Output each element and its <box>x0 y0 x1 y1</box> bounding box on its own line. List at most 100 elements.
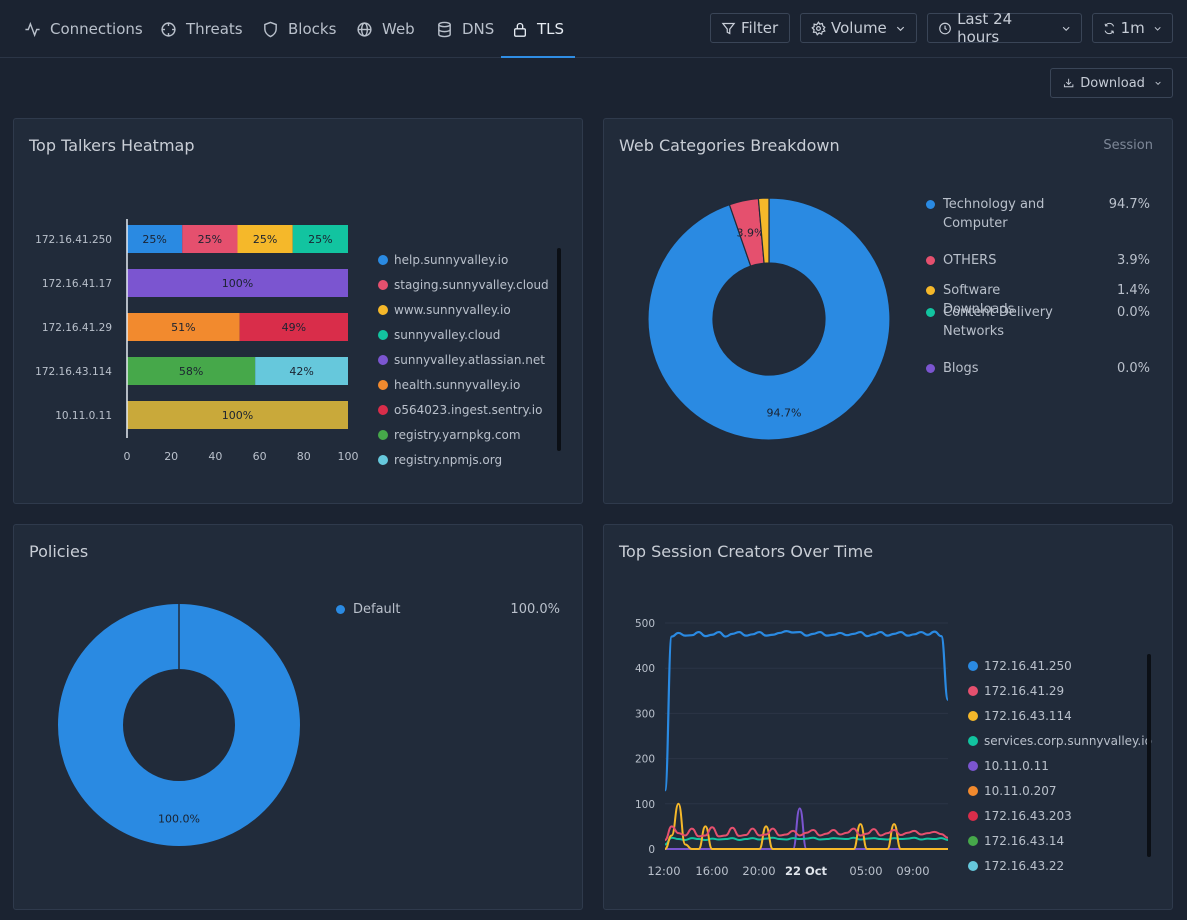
time-range-dropdown[interactable]: Last 24 hours <box>927 10 1082 46</box>
x-tick-label: 40 <box>208 450 222 463</box>
crosshair-icon <box>161 21 176 37</box>
legend-item[interactable]: help.sunnyvalley.io <box>378 253 508 267</box>
tab-label: Connections <box>50 20 143 38</box>
x-tick-label: 09:00 <box>896 864 929 878</box>
y-tick-label: 200 <box>635 754 655 766</box>
legend-value: 0.0% <box>1116 361 1150 376</box>
x-tick-label: 100 <box>338 450 359 463</box>
refresh-interval-dropdown[interactable]: 1m <box>1092 13 1173 43</box>
legend-dot <box>378 455 388 465</box>
bar-segment <box>127 401 348 429</box>
category-label: 172.16.43.114 <box>35 366 112 378</box>
top-navigation: Connections Threats Blocks Web DNS TLS F… <box>0 0 1187 58</box>
legend-label: health.sunnyvalley.io <box>394 378 521 392</box>
tab-label: DNS <box>462 20 495 38</box>
top-talkers-panel: Top Talkers Heatmap 172.16.41.250 172.16.… <box>13 118 583 504</box>
legend-scrollbar[interactable] <box>1147 654 1151 857</box>
legend-item[interactable]: health.sunnyvalley.io <box>378 378 520 392</box>
legend-item[interactable]: 10.11.0.11 <box>968 759 1049 773</box>
legend-dot <box>378 405 388 415</box>
download-icon <box>1063 78 1074 88</box>
bar-segment <box>255 357 348 385</box>
metric-subtitle: Session <box>1103 138 1153 153</box>
legend-item[interactable]: registry.yarnpkg.com <box>378 428 521 442</box>
segment-label: 49% <box>282 321 306 334</box>
segment-label: 100% <box>222 277 253 290</box>
filter-label: Filter <box>741 19 779 37</box>
download-button[interactable]: Download <box>1050 68 1173 98</box>
bar-segment <box>292 225 348 253</box>
tab-blocks[interactable]: Blocks <box>262 0 336 58</box>
legend-label: 172.16.41.250 <box>984 659 1072 673</box>
legend-label: 172.16.41.29 <box>984 684 1065 698</box>
bar-segment <box>237 225 293 253</box>
legend-label: Content Delivery Networks <box>943 305 1053 339</box>
legend-item[interactable]: staging.sunnyvalley.cloud <box>378 278 549 292</box>
legend-dot <box>926 308 935 317</box>
series-line <box>664 825 949 841</box>
y-tick-label: 500 <box>635 618 655 630</box>
panel-title: Policies <box>29 542 89 561</box>
legend-dot <box>968 861 978 871</box>
refresh-label: 1m <box>1120 19 1145 37</box>
top-talkers-chart: 172.16.41.250 172.16.41.17 172.16.41.29 172… <box>35 219 359 463</box>
filter-button[interactable]: Filter <box>710 13 790 43</box>
y-tick-label: 0 <box>648 844 655 856</box>
legend-item[interactable]: o564023.ingest.sentry.io <box>378 403 542 417</box>
policies-donut: 100.0% <box>58 604 300 846</box>
legend-item[interactable]: sunnyvalley.atlassian.net <box>378 353 545 367</box>
shield-icon <box>264 21 277 37</box>
y-tick-label: 100 <box>635 799 655 811</box>
legend-label: 172.16.43.203 <box>984 809 1072 823</box>
metric-dropdown[interactable]: Volume <box>800 13 917 43</box>
legend-item[interactable]: 172.16.41.29 <box>968 684 1064 698</box>
tab-connections[interactable]: Connections <box>24 0 143 58</box>
legend-item[interactable]: 10.11.0.207 <box>968 784 1057 798</box>
tab-dns[interactable]: DNS <box>436 0 494 58</box>
tab-web[interactable]: Web <box>356 0 415 58</box>
legend-scrollbar[interactable] <box>557 248 561 451</box>
legend-dot <box>968 661 978 671</box>
panel-title: Top Session Creators Over Time <box>619 542 874 561</box>
legend-item[interactable]: www.sunnyvalley.io <box>378 303 511 317</box>
legend-label: sunnyvalley.cloud <box>394 328 501 342</box>
segment-label: 58% <box>179 365 203 378</box>
legend-item[interactable]: services.corp.sunnyvalley.io <box>968 734 1152 748</box>
x-tick-label: 16:00 <box>695 864 728 878</box>
legend-value: 0.0% <box>1116 305 1150 320</box>
legend-dot <box>378 430 388 440</box>
legend-item[interactable]: 172.16.43.14 <box>968 834 1064 848</box>
legend-dot <box>378 355 388 365</box>
legend-value: 94.7% <box>1108 197 1150 212</box>
series-line <box>664 836 949 846</box>
web-categories-donut: 94.7% 3.9% <box>647 197 891 441</box>
legend-dot <box>378 330 388 340</box>
legend-item[interactable]: 172.16.43.114 <box>968 709 1072 723</box>
legend-label: registry.npmjs.org <box>394 453 503 467</box>
segment-label: 51% <box>171 321 195 334</box>
legend-label: OTHERS <box>943 253 997 268</box>
legend-dot <box>968 811 978 821</box>
tab-tls[interactable]: TLS <box>500 0 576 58</box>
legend-value: 100.0% <box>510 602 560 617</box>
legend-item[interactable]: 172.16.43.203 <box>968 809 1072 823</box>
legend-item[interactable]: sunnyvalley.cloud <box>378 328 500 342</box>
legend-label: www.sunnyvalley.io <box>394 303 511 317</box>
legend-value: 1.4% <box>1116 283 1150 298</box>
legend-dot <box>378 255 388 265</box>
category-label: 172.16.41.250 <box>35 234 112 246</box>
legend-dot <box>926 286 935 295</box>
segment-label: 100% <box>222 409 253 422</box>
legend-item[interactable]: 172.16.43.22 <box>968 859 1064 873</box>
series-line <box>663 630 950 792</box>
tab-threats[interactable]: Threats <box>160 0 243 58</box>
legend-label: 172.16.43.14 <box>984 834 1065 848</box>
activity-icon <box>25 21 40 37</box>
legend-dot <box>968 736 978 746</box>
legend-item[interactable]: 172.16.41.250 <box>968 659 1072 673</box>
legend-label: 10.11.0.11 <box>984 759 1049 773</box>
download-label: Download <box>1080 75 1145 91</box>
legend-item[interactable]: registry.npmjs.org <box>378 453 502 467</box>
legend-dot <box>378 305 388 315</box>
legend-dot <box>926 364 935 373</box>
